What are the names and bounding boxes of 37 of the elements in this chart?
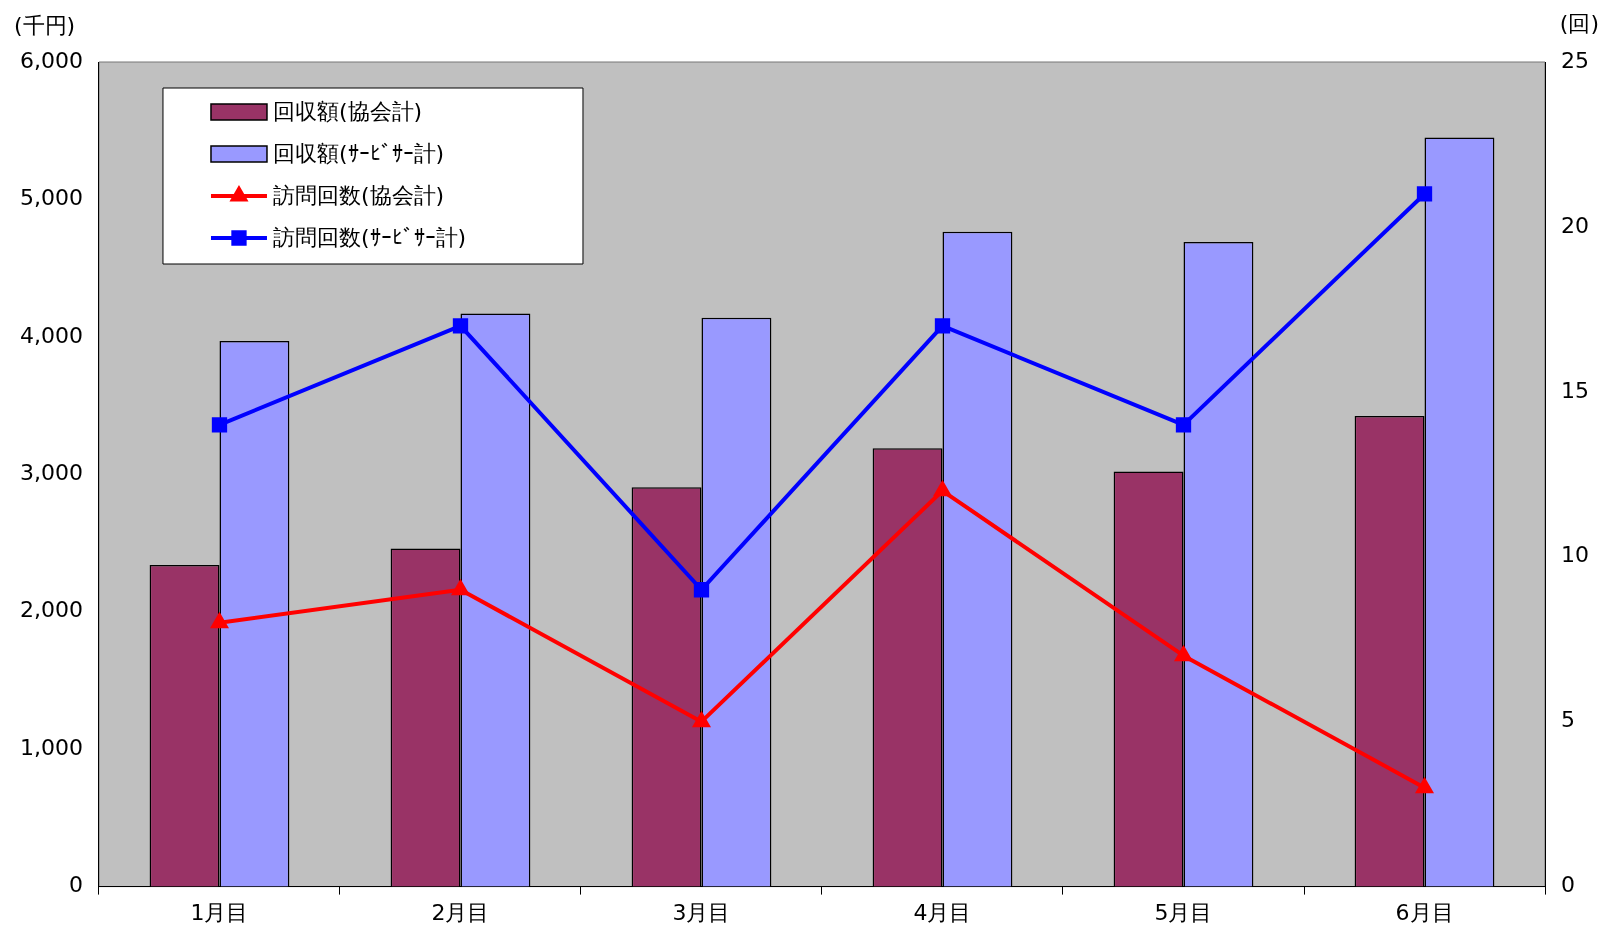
y2-tick-label: 0 — [1561, 872, 1576, 898]
y2-tick-label: 15 — [1561, 377, 1590, 403]
y2-tick-label: 10 — [1561, 542, 1590, 568]
legend-label: 回収額(協会計) — [272, 98, 423, 124]
point — [934, 318, 951, 334]
point — [693, 712, 710, 728]
point — [693, 582, 710, 598]
y-tick-label: 2,000 — [20, 597, 83, 623]
x-tick-label: 4月目 — [913, 899, 972, 925]
x-tick-label: 5月目 — [1154, 899, 1213, 925]
y-axis-title: (千円) — [14, 12, 76, 38]
legend-label: 訪問回数(ｻｰﾋﾞｻｰ計) — [272, 224, 467, 250]
y2-tick-label: 5 — [1561, 707, 1576, 733]
point — [211, 613, 228, 629]
point — [934, 481, 951, 497]
x-tick-label: 3月目 — [672, 899, 731, 925]
y-tick-label: 4,000 — [20, 322, 83, 348]
point — [1416, 186, 1433, 202]
point — [1416, 778, 1433, 794]
x-tick-label: 2月目 — [431, 899, 490, 925]
y-tick-label: 3,000 — [20, 460, 83, 486]
point — [452, 318, 469, 334]
legend-label: 訪問回数(協会計) — [272, 182, 445, 208]
point — [211, 417, 228, 433]
x-tick-label: 6月目 — [1395, 899, 1454, 925]
y-tick-label: 1,000 — [20, 734, 83, 760]
y-tick-label: 6,000 — [20, 47, 83, 73]
y2-axis-title: (回) — [1559, 10, 1599, 36]
point — [1175, 646, 1192, 662]
point — [452, 580, 469, 596]
y2-tick-label: 20 — [1561, 212, 1590, 238]
y-tick-label: 5,000 — [20, 185, 83, 211]
legend-label: 回収額(ｻｰﾋﾞｻｰ計) — [272, 140, 445, 166]
y-tick-label: 0 — [68, 872, 83, 898]
point — [1175, 417, 1192, 433]
x-tick-label: 1月目 — [190, 899, 249, 925]
y2-tick-label: 25 — [1561, 47, 1590, 73]
